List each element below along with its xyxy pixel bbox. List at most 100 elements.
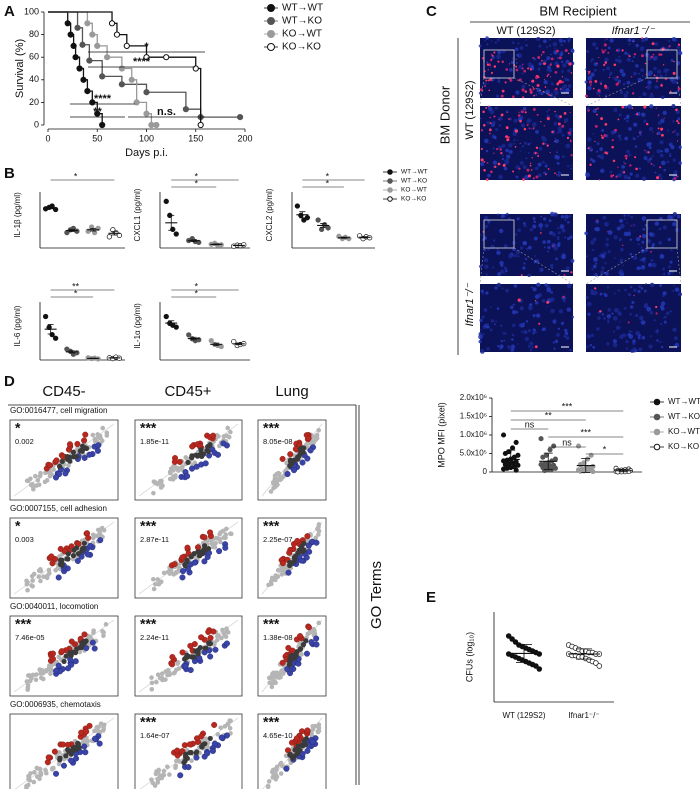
nucleus-stain <box>642 228 646 231</box>
gene-down <box>222 544 229 551</box>
legend-label: KO→WT <box>668 427 700 436</box>
nucleus-stain <box>669 154 672 157</box>
y-tick-label: 1.0x10⁶ <box>460 430 487 439</box>
nucleus-stain <box>504 272 506 275</box>
nucleus-stain <box>568 127 573 132</box>
nucleus-stain <box>483 215 489 221</box>
nucleus-stain <box>522 165 527 170</box>
mpo-stain <box>534 151 537 155</box>
mpo-stain <box>652 53 655 56</box>
nucleus-stain <box>601 313 604 316</box>
nucleus-stain <box>592 42 596 46</box>
mpo-stain <box>488 128 492 132</box>
mpo-stain <box>543 125 546 127</box>
nucleus-stain <box>566 283 572 289</box>
nucleus-stain <box>614 58 619 62</box>
nucleus-stain <box>667 237 671 242</box>
nucleus-stain <box>634 145 638 148</box>
gene-down <box>211 740 218 747</box>
nucleus-stain <box>627 38 632 42</box>
nucleus-stain <box>529 348 533 352</box>
nucleus-stain <box>677 50 683 56</box>
gene-down <box>182 663 189 670</box>
nucleus-stain <box>660 323 663 326</box>
nucleus-stain <box>483 138 489 144</box>
mpo-stain <box>532 87 535 91</box>
mpo-stain <box>541 59 543 62</box>
nucleus-stain <box>587 312 591 316</box>
gene-term <box>56 463 63 469</box>
gene-term <box>75 745 81 751</box>
nucleus-stain <box>512 303 515 306</box>
nucleus-stain <box>627 104 632 109</box>
nucleus-stain <box>662 291 667 296</box>
nucleus-stain <box>557 231 561 235</box>
gene-term <box>77 644 83 651</box>
gene-up <box>294 537 301 544</box>
mpo-stain <box>532 57 534 59</box>
nucleus-stain <box>663 68 669 73</box>
gene-term <box>299 548 305 555</box>
nucleus-stain <box>587 85 592 91</box>
gene-point <box>161 772 167 778</box>
mpo-stain <box>599 82 603 85</box>
y-axis-title: Survival (%) <box>14 39 26 98</box>
mpo-stain <box>480 129 484 132</box>
nucleus-stain <box>547 250 549 253</box>
nucleus-stain <box>677 76 681 80</box>
nucleus-stain <box>532 328 536 332</box>
mpo-stain <box>529 89 533 93</box>
mpo-stain <box>635 167 638 171</box>
legend-marker <box>653 443 661 451</box>
nucleus-stain <box>515 90 520 95</box>
data-point <box>163 198 169 204</box>
data-point <box>536 651 543 657</box>
mpo-stain <box>536 83 539 86</box>
nucleus-stain <box>609 71 613 75</box>
mpo-stain <box>530 169 533 171</box>
gene-term <box>287 463 293 469</box>
mpo-stain <box>633 53 637 56</box>
mpo-stain <box>546 117 550 121</box>
nucleus-stain <box>531 286 533 289</box>
gene-up <box>189 443 196 450</box>
nucleus-stain <box>555 155 560 160</box>
nucleus-stain <box>545 46 548 49</box>
gene-point <box>153 581 158 587</box>
gene-up <box>205 628 212 635</box>
nucleus-stain <box>592 249 594 251</box>
nucleus-stain <box>653 66 657 71</box>
gene-point <box>98 721 104 726</box>
nucleus-stain <box>557 227 560 230</box>
gene-point <box>40 676 46 682</box>
mpo-stain <box>600 117 604 121</box>
gene-point <box>38 578 43 584</box>
nucleus-stain <box>672 222 677 227</box>
mpo-stain <box>554 140 556 142</box>
mpo-stain <box>660 53 663 56</box>
nucleus-stain <box>514 233 518 236</box>
nucleus-stain <box>498 124 502 127</box>
gene-down <box>96 740 103 747</box>
nucleus-stain <box>631 60 634 63</box>
survival-point <box>163 54 170 61</box>
nucleus-stain <box>485 291 489 295</box>
gene-term <box>70 449 76 455</box>
gene-up <box>187 642 194 649</box>
mpo-stain <box>486 63 490 66</box>
nucleus-stain <box>659 304 664 309</box>
nucleus-stain <box>640 68 645 73</box>
nucleus-stain <box>537 67 541 71</box>
nucleus-stain <box>659 284 663 287</box>
mpo-stain <box>508 118 511 121</box>
survival-point <box>182 106 189 113</box>
nucleus-stain <box>531 122 537 127</box>
nucleus-stain <box>534 255 536 257</box>
nucleus-stain <box>657 115 659 118</box>
nucleus-stain <box>623 161 625 164</box>
mpo-stain <box>596 219 598 222</box>
nucleus-stain <box>527 329 532 333</box>
nucleus-stain <box>493 239 496 242</box>
mpo-stain <box>526 168 530 172</box>
mpo-stain <box>663 117 665 119</box>
